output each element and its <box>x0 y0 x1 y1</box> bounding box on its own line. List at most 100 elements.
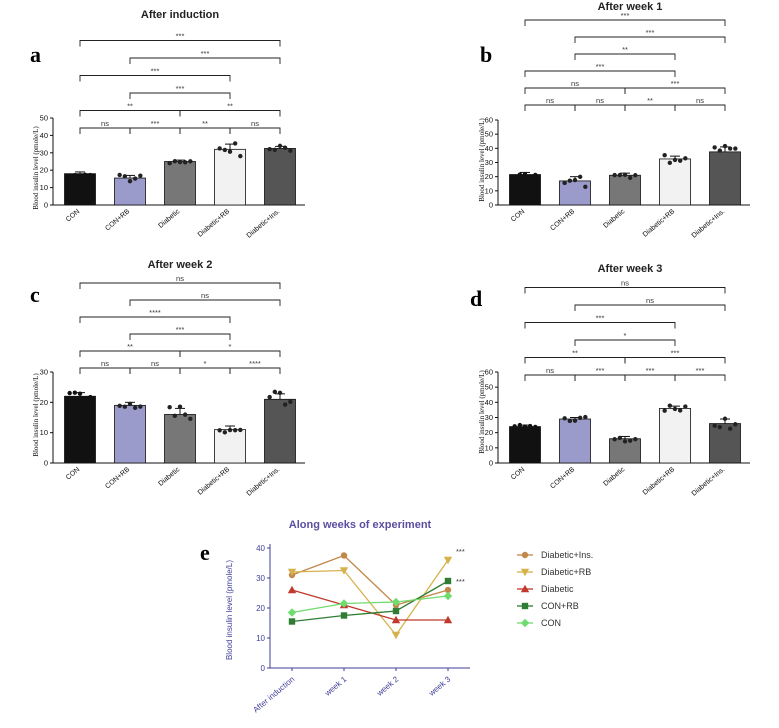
significance-bracket <box>129 92 231 99</box>
significance-label: *** <box>646 366 655 375</box>
significance-label: *** <box>671 349 680 358</box>
data-point <box>217 146 222 151</box>
y-tick-label: 0 <box>489 459 493 468</box>
panel-a: a After induction Blood insulin level (p… <box>30 9 305 240</box>
y-tick-label: 60 <box>485 368 493 377</box>
significance-bracket <box>674 104 726 111</box>
significance-label: *** <box>151 67 160 76</box>
x-tick-label: week 1 <box>322 674 348 698</box>
data-point <box>677 408 683 413</box>
significance-label: ns <box>621 279 629 288</box>
data-point <box>667 403 673 408</box>
data-point <box>127 401 133 407</box>
bar <box>559 418 591 464</box>
significance-bracket <box>624 374 676 381</box>
data-point <box>188 159 193 164</box>
data-point <box>627 175 633 181</box>
series-point <box>391 615 401 624</box>
data-point <box>72 390 78 395</box>
significance-label: ** <box>127 102 133 111</box>
category-label: Diabetic+Ins. <box>246 208 282 240</box>
significance-bracket <box>79 316 231 323</box>
significance-label: * <box>624 331 627 340</box>
significance-label: ns <box>101 359 109 368</box>
bar <box>659 158 691 206</box>
y-tick-label: 0 <box>44 201 48 210</box>
significance-label: ns <box>151 359 159 368</box>
series-point <box>443 556 453 565</box>
data-point <box>177 159 183 165</box>
y-tick-label: 40 <box>256 544 265 553</box>
bar <box>509 174 541 206</box>
legend-marker <box>520 568 530 577</box>
panel-e-title: Along weeks of experiment <box>289 519 432 531</box>
category-label: CON <box>510 208 526 223</box>
data-point <box>222 430 228 435</box>
data-point <box>622 172 628 178</box>
data-point <box>67 173 72 179</box>
data-point <box>577 174 583 180</box>
bar <box>164 161 196 206</box>
significance-bracket <box>79 110 181 117</box>
panel-d-ylabel: Blood insulin level (pmole/L) <box>478 370 486 454</box>
bar <box>214 148 246 206</box>
series-point <box>287 585 297 594</box>
data-point <box>612 437 617 442</box>
data-point <box>733 422 738 427</box>
significance-bracket <box>129 333 231 340</box>
significance-bracket <box>79 350 181 357</box>
significance-bracket <box>79 282 281 289</box>
data-point <box>238 427 243 433</box>
data-point <box>727 146 733 151</box>
category-label: Diabetic+RB <box>642 466 677 497</box>
data-point <box>527 174 533 179</box>
series-point <box>287 568 297 577</box>
data-point <box>517 172 523 177</box>
y-tick-label: 0 <box>44 459 48 468</box>
series-point <box>340 612 348 619</box>
x-tick-label: week 3 <box>426 674 452 698</box>
data-point <box>612 172 617 178</box>
data-point <box>238 153 243 159</box>
data-point <box>562 180 567 186</box>
x-tick-label: week 2 <box>374 674 400 698</box>
significance-bracket <box>129 57 281 64</box>
significance-label: ns <box>696 96 704 105</box>
series-point <box>443 615 453 624</box>
data-point <box>282 145 288 150</box>
y-tick-label: 10 <box>40 183 48 192</box>
data-point <box>77 173 83 179</box>
data-point <box>717 148 723 153</box>
data-point <box>227 149 233 154</box>
series-line <box>291 559 449 637</box>
significance-label: *** <box>621 11 630 20</box>
y-tick-label: 50 <box>40 114 48 123</box>
significance-label: *** <box>176 84 185 93</box>
data-point <box>177 404 183 409</box>
data-point <box>633 436 638 442</box>
bar <box>164 414 196 464</box>
data-point <box>527 423 533 429</box>
data-point <box>138 404 143 409</box>
significance-bracket <box>624 87 726 94</box>
significance-bracket <box>524 104 576 111</box>
series-point <box>444 577 452 585</box>
data-point <box>117 172 122 178</box>
significance-label: ns <box>201 291 209 300</box>
y-tick-label: 30 <box>40 368 48 377</box>
data-point <box>572 418 578 423</box>
series-line <box>291 580 449 623</box>
category-label: CON+RB <box>104 466 131 490</box>
series-point <box>288 618 296 625</box>
data-point <box>267 394 272 400</box>
significance-bracket <box>179 127 231 134</box>
data-point <box>267 146 272 152</box>
significance-bracket <box>179 350 281 357</box>
bar <box>659 407 691 464</box>
significance-label: **** <box>249 359 261 368</box>
y-tick-label: 40 <box>485 144 493 153</box>
significance-bracket <box>574 374 626 381</box>
panel-e-label: e <box>200 540 210 565</box>
data-point <box>272 147 278 152</box>
category-label: Diabetic+Ins. <box>691 466 727 498</box>
